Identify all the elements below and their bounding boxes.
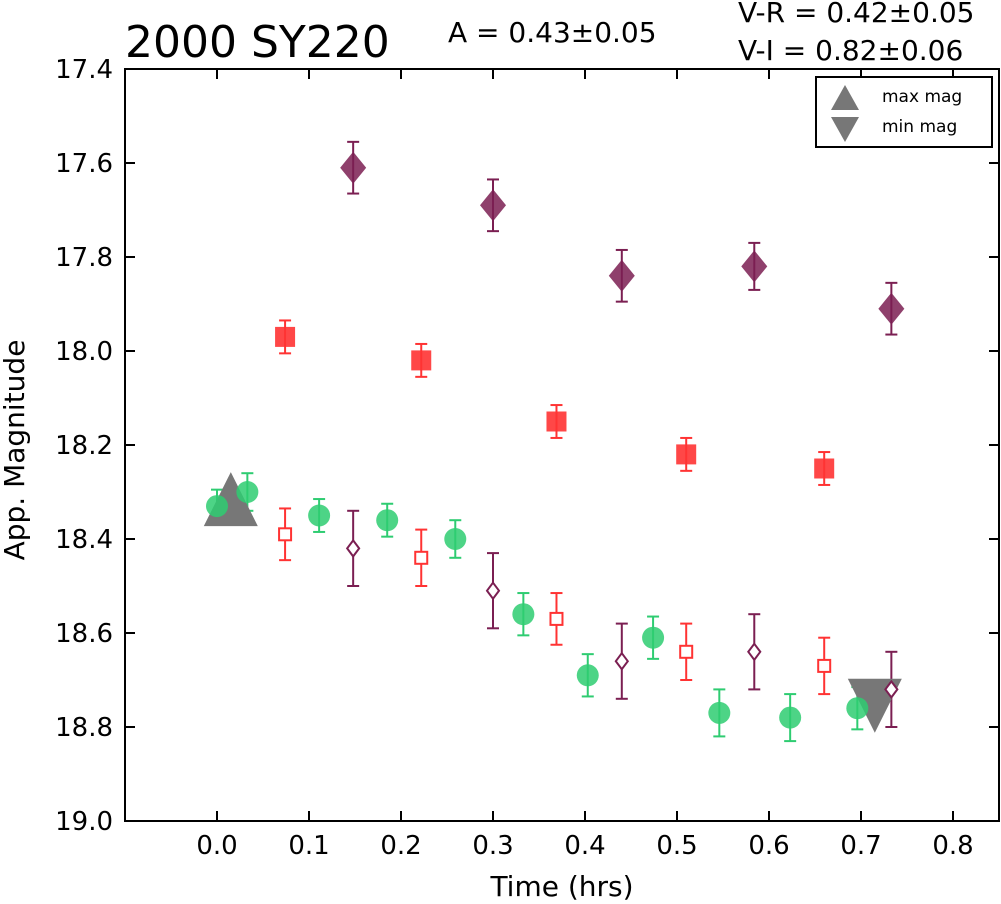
point-V-circle — [512, 603, 535, 626]
point-V-circle — [708, 701, 731, 724]
max-mag-icon — [831, 85, 859, 110]
y-tick-label: 18.8 — [55, 713, 113, 743]
x-tick-label: 0.8 — [932, 831, 973, 861]
y-tick-label: 17.6 — [55, 149, 113, 179]
y-axis-label: App. Magnitude — [0, 340, 31, 561]
point-V-circle — [308, 504, 331, 527]
point-I-open-diamond — [345, 538, 361, 559]
vi-color-text: V-I = 0.82±0.06 — [738, 34, 963, 67]
x-tick-label: 0.0 — [196, 831, 237, 861]
y-tick-label: 17.8 — [55, 243, 113, 273]
point-V-circle — [444, 528, 467, 550]
point-R-open-square — [679, 644, 694, 659]
x-tick-label: 0.4 — [564, 831, 605, 861]
x-tick-label: 0.5 — [656, 831, 697, 861]
x-tick-label: 0.1 — [288, 831, 329, 861]
x-tick-label: 0.2 — [380, 831, 421, 861]
point-R-square — [676, 444, 697, 465]
point-I-open-diamond — [614, 651, 630, 671]
point-I-diamond — [480, 189, 506, 222]
point-R-square — [814, 458, 835, 479]
point-R-open-square — [414, 550, 429, 565]
point-V-circle — [576, 664, 599, 687]
y-tick-label: 18.6 — [55, 619, 113, 649]
point-R-square — [275, 326, 296, 347]
y-tick-label: 17.4 — [55, 55, 113, 85]
point-V-circle — [206, 495, 228, 518]
point-V-circle — [236, 481, 259, 503]
point-I-diamond — [878, 292, 905, 325]
vr-color-text: V-R = 0.42±0.05 — [738, 0, 974, 29]
point-I-open-diamond — [884, 679, 899, 700]
y-tick-label: 19.0 — [55, 807, 113, 837]
amplitude-text: A = 0.43±0.05 — [448, 16, 657, 49]
point-R-open-square — [817, 658, 832, 673]
point-I-diamond — [340, 151, 367, 184]
point-V-circle — [779, 706, 802, 729]
min-mag-icon — [831, 117, 859, 142]
point-V-circle — [376, 509, 399, 532]
y-tick-label: 18.4 — [55, 525, 113, 555]
legend-max-label: max mag — [882, 87, 962, 107]
axis-ticks: 0.0 0.1 0.2 0.3 0.4 0.5 0.6 0.7 0.8 17.4 17.6 17.8 1… — [55, 55, 999, 861]
point-I-diamond — [741, 250, 768, 283]
x-tick-label: 0.7 — [840, 831, 881, 861]
point-R-open-square — [549, 611, 564, 626]
error-bars — [211, 140, 898, 743]
extrema-markers — [203, 472, 902, 733]
point-V-circle — [846, 697, 869, 720]
x-tick-label: 0.6 — [748, 831, 789, 861]
x-tick-label: 0.3 — [472, 831, 513, 861]
point-I-diamond — [608, 259, 635, 292]
y-tick-label: 18.0 — [55, 337, 113, 367]
chart-title: 2000 SY220 — [125, 17, 390, 68]
legend: max mag min mag — [815, 76, 993, 148]
point-I-open-diamond — [747, 642, 762, 662]
legend-min-label: min mag — [882, 117, 957, 137]
point-R-open-square — [278, 527, 293, 542]
data-points — [206, 151, 905, 729]
x-axis-label: Time (hrs) — [489, 870, 633, 903]
point-V-circle — [642, 626, 665, 649]
point-R-square — [411, 350, 432, 371]
y-tick-label: 18.2 — [55, 431, 113, 461]
point-I-open-diamond — [485, 581, 501, 601]
point-R-square — [546, 411, 567, 432]
